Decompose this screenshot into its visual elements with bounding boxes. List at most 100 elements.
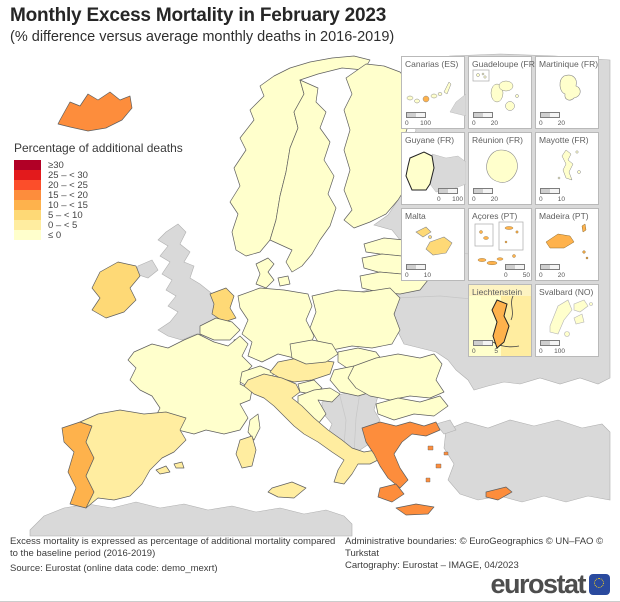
inset-scalebar	[406, 264, 426, 270]
inset-map-acores	[474, 221, 524, 266]
legend-swatch	[14, 190, 41, 200]
inset-madeira: Madeira (PT) 0 20	[535, 208, 599, 281]
legend-row: 25 – < 30	[14, 169, 183, 181]
inset-scalebar	[540, 340, 560, 346]
inset-label: Guyane (FR)	[405, 135, 455, 145]
africa-coast	[449, 93, 466, 116]
inset-scalebar	[540, 264, 560, 270]
aegean-island	[427, 445, 434, 451]
legend-row: 5 – < 10	[14, 210, 183, 221]
country-spain	[79, 409, 187, 509]
inset-label: Réunion (FR)	[472, 135, 524, 145]
inset-label: Martinique (FR)	[539, 59, 599, 69]
inset-scalebar	[438, 188, 458, 194]
inset-map-mayotte	[557, 149, 581, 181]
legend-swatch	[14, 210, 41, 220]
country-netherlands	[209, 287, 237, 323]
credits-block: Administrative boundaries: © EuroGeograp…	[345, 536, 607, 572]
country-ireland	[91, 261, 141, 319]
legend-row: 0 – < 5	[14, 219, 183, 231]
inset-svalbard: Svalbard (NO) 0 100	[535, 284, 599, 357]
source-line: Source: Eurostat (online data code: demo…	[10, 563, 218, 574]
country-romania	[347, 353, 445, 401]
legend-row: 20 – < 25	[14, 179, 183, 191]
inset-acores: Açores (PT) 0 50	[468, 208, 532, 281]
country-denmark	[255, 257, 275, 289]
inset-map-liechtenstein	[469, 296, 531, 356]
inset-scale-numbers: 0 20	[472, 196, 498, 203]
eurostat-logo-text: eurostat	[490, 569, 586, 599]
legend-label: 25 – < 30	[48, 169, 88, 181]
legend-label: ≤ 0	[48, 229, 62, 241]
inset-label: Malta	[405, 211, 426, 221]
inset-malta: Malta 0 10	[401, 208, 465, 281]
inset-scalebar	[540, 188, 560, 194]
region-peloponnese	[377, 483, 405, 503]
inset-martinique: Martinique (FR) 0 20	[535, 56, 599, 129]
inset-scalebar	[473, 340, 493, 346]
legend-row: ≤ 0	[14, 229, 183, 241]
country-greece	[361, 421, 441, 489]
legend-row: ≥30	[14, 160, 183, 171]
country-poland	[309, 287, 401, 351]
region-corsica	[247, 413, 261, 441]
legend-swatch	[14, 170, 41, 180]
inset-label: Guadeloupe (FR)	[472, 59, 538, 69]
country-czechia	[289, 339, 339, 365]
inset-label: Canarias (ES)	[405, 59, 459, 69]
legend-swatch	[14, 200, 41, 210]
inset-map-malta	[415, 226, 453, 256]
legend-swatch	[14, 180, 41, 190]
legend-label: 0 – < 5	[48, 219, 78, 231]
footnote-line: to the baseline period (2016-2019)	[10, 548, 156, 559]
inset-maps-panel: Canarias (ES) 0 100 Guadeloupe (FR)	[401, 56, 604, 357]
page-title: Monthly Excess Mortality in February 202…	[10, 5, 387, 26]
inset-scalebar	[473, 188, 493, 194]
country-sweden	[269, 79, 337, 273]
inset-scale-numbers: 0 20	[472, 120, 498, 127]
inset-label: Mayotte (FR)	[539, 135, 589, 145]
inset-map-svalbard	[549, 299, 593, 337]
legend-swatch	[14, 160, 41, 170]
inset-map-canarias	[406, 81, 466, 116]
country-bulgaria	[375, 395, 449, 421]
aegean-island	[425, 477, 431, 483]
inset-scale-numbers: 0 10	[539, 196, 565, 203]
region-sicily	[267, 481, 307, 499]
inset-label: Madeira (PT)	[539, 211, 589, 221]
region-balearics	[155, 461, 185, 475]
credit-line: Administrative boundaries: © EuroGeograp…	[345, 536, 604, 559]
inset-scalebar	[505, 264, 525, 270]
footnote-block: Excess mortality is expressed as percent…	[10, 536, 340, 575]
inset-map-reunion	[486, 149, 518, 183]
map-legend: Percentage of additional deaths ≥30 25 –…	[14, 141, 183, 241]
border-line	[492, 296, 520, 348]
inset-canarias: Canarias (ES) 0 100	[401, 56, 466, 129]
inset-scale-numbers: 0 10	[405, 272, 431, 279]
region-north-africa	[29, 501, 353, 537]
country-denmark-island	[277, 275, 291, 287]
inset-scalebar	[473, 112, 493, 118]
inset-label: Svalbard (NO)	[539, 287, 594, 297]
legend-swatch	[14, 230, 41, 240]
credit-line: Cartography: Eurostat – IMAGE, 04/2023	[345, 560, 519, 571]
inset-scale-numbers: 0 100	[437, 196, 463, 203]
aegean-island	[435, 463, 442, 469]
legend-label: 20 – < 25	[48, 179, 88, 191]
region-crete	[395, 503, 435, 516]
country-turkey	[443, 419, 611, 503]
country-cyprus	[485, 486, 513, 501]
neighbor-land	[429, 153, 466, 193]
inset-label: Liechtenstein	[472, 287, 523, 297]
border-balkans-internal	[339, 391, 361, 455]
eu-flag-icon	[589, 573, 610, 595]
legend-swatch	[14, 220, 41, 230]
country-turkey-thrace	[435, 419, 457, 435]
legend-title: Percentage of additional deaths	[14, 141, 183, 155]
legend-label: 10 – < 15	[48, 199, 88, 211]
inset-scale-numbers: 0 100	[405, 120, 431, 127]
inset-reunion: Réunion (FR) 0 20	[468, 132, 532, 205]
